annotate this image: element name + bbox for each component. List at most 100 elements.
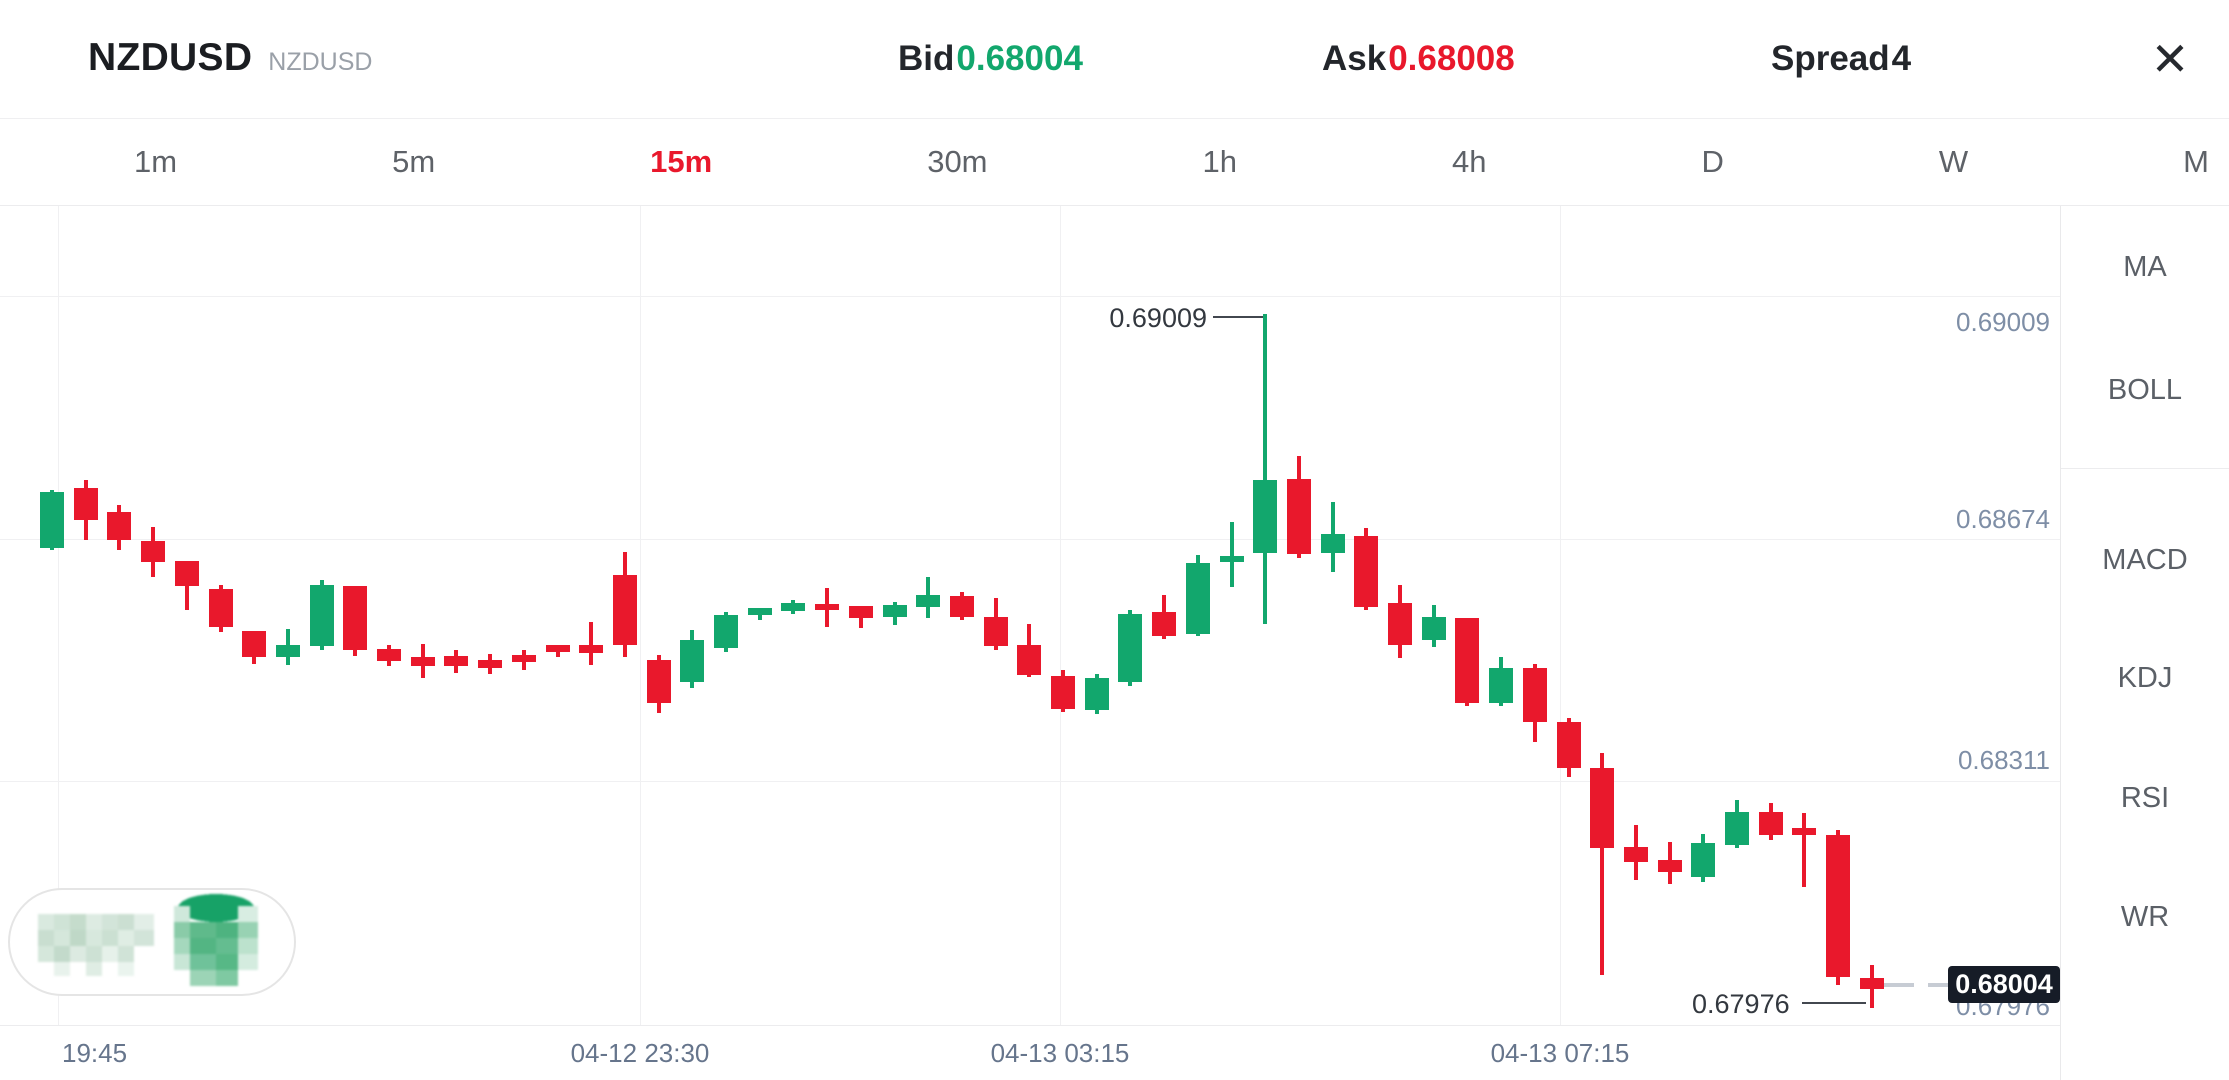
candle-body-down — [612, 575, 637, 646]
bid-label: Bid — [898, 39, 955, 78]
candle-body-down — [1556, 721, 1581, 769]
gridline-vertical — [640, 206, 641, 1025]
tab-5m[interactable]: 5m — [380, 138, 447, 186]
candle-body-up — [1253, 479, 1278, 554]
candle-body-up — [714, 614, 738, 648]
candle-body-down — [377, 649, 401, 662]
candle-body-down — [1051, 676, 1075, 709]
ask-quote: Ask 0.68008 — [1322, 0, 1515, 118]
time-axis-label: 04-12 23:30 — [570, 1038, 710, 1068]
candle-body-down — [848, 606, 873, 619]
watermark-logo — [8, 888, 296, 996]
candle-body-up — [40, 492, 64, 548]
time-axis-label: 04-13 03:15 — [990, 1038, 1130, 1068]
tab-1m[interactable]: 1m — [122, 138, 189, 186]
spread-label: Spread — [1771, 39, 1890, 78]
candle-body-up — [1421, 617, 1446, 640]
tab-M[interactable]: M — [2171, 138, 2221, 186]
high-annotation-line — [1213, 316, 1263, 318]
candle-body-down — [1590, 768, 1615, 849]
low-annotation-line — [1802, 1002, 1866, 1004]
tab-W[interactable]: W — [1927, 138, 1980, 186]
candle-body-down — [1792, 828, 1817, 835]
symbol-secondary-name: NZDUSD — [268, 48, 373, 76]
timeframe-tabs: 1m 5m 15m 30m 1h 4h D W M — [0, 119, 2229, 206]
indicator-wr[interactable]: WR — [2061, 897, 2229, 937]
close-icon[interactable]: ✕ — [2135, 0, 2205, 118]
candle-body-down — [1657, 860, 1682, 873]
low-price-annotation: 0.67976 — [1692, 989, 1790, 1019]
candle-body-up — [1219, 555, 1244, 562]
candle-body-down — [174, 561, 199, 587]
candle-body-up — [1691, 842, 1716, 878]
gridline-horizontal — [0, 296, 2060, 297]
candle-body-up — [1489, 668, 1514, 703]
sidebar-divider — [2061, 468, 2229, 469]
gridline-vertical — [1060, 206, 1061, 1025]
high-price-annotation: 0.69009 — [1109, 303, 1207, 333]
indicator-rsi[interactable]: RSI — [2061, 778, 2229, 818]
gridline-horizontal — [0, 539, 2060, 540]
bid-quote: Bid 0.68004 — [898, 0, 1083, 118]
symbol-name: NZDUSD — [88, 36, 253, 79]
candle-body-down — [1354, 536, 1379, 607]
tab-15m[interactable]: 15m — [638, 138, 724, 186]
candle-body-down — [815, 604, 840, 611]
candle-body-down — [1522, 668, 1547, 722]
indicator-sidebar: MA BOLL MACD KDJ RSI WR — [2060, 206, 2229, 1080]
current-price-line — [1884, 983, 1950, 987]
candle-body-down — [949, 596, 974, 617]
candle-body-down — [1826, 834, 1851, 978]
current-price-tag: 0.68004 — [1948, 966, 2060, 1003]
quote-header: NZDUSD NZDUSD Bid 0.68004 Ask 0.68008 Spre… — [0, 0, 2229, 119]
candle-body-down — [1758, 811, 1783, 835]
candle-body-down — [444, 655, 469, 666]
candle-body-up — [309, 584, 334, 646]
candle-body-up — [275, 645, 300, 658]
spread-value: 4 — [1891, 39, 1912, 78]
spread-info: Spread 4 — [1771, 0, 1911, 118]
candle-body-down — [511, 655, 536, 662]
candle-body-up — [1185, 563, 1210, 634]
candle-body-down — [242, 631, 267, 658]
candle-body-down — [1286, 479, 1311, 554]
candle-body-down — [141, 541, 166, 562]
tab-D[interactable]: D — [1689, 138, 1735, 186]
watermark-mosaic — [38, 894, 258, 986]
candlestick-chart[interactable]: 0.69009 0.68674 0.68311 0.67976 0.69009 0.6… — [0, 206, 2060, 1025]
candle-body-down — [545, 645, 570, 652]
ask-label: Ask — [1322, 39, 1387, 78]
bid-value: 0.68004 — [956, 39, 1083, 78]
candle-body-down — [1623, 846, 1648, 863]
candle-body-up — [1084, 678, 1109, 710]
symbol-title: NZDUSD NZDUSD — [88, 0, 372, 118]
indicator-boll[interactable]: BOLL — [2061, 370, 2229, 410]
candle-body-up — [1118, 613, 1143, 683]
candle-body-down — [343, 586, 368, 650]
candle-body-down — [646, 660, 671, 703]
gridline-vertical — [1560, 206, 1561, 1025]
time-axis: 19:45 04-12 23:30 04-13 03:15 04-13 07:15 — [0, 1025, 2060, 1080]
candle-wick — [1263, 313, 1268, 624]
time-axis-label: 19:45 — [62, 1038, 128, 1068]
gridline-vertical — [58, 206, 59, 1025]
candle-wick — [1600, 752, 1605, 976]
candle-body-down — [478, 660, 503, 669]
candle-body-up — [916, 594, 941, 607]
candle-body-down — [579, 645, 604, 654]
indicator-kdj[interactable]: KDJ — [2061, 658, 2229, 698]
tab-30m[interactable]: 30m — [915, 138, 999, 186]
candle-body-up — [680, 639, 705, 683]
tab-4h[interactable]: 4h — [1440, 138, 1498, 186]
candle-body-down — [983, 617, 1008, 646]
indicator-ma[interactable]: MA — [2061, 247, 2229, 287]
candle-body-down — [1152, 612, 1177, 636]
candle-body-up — [1320, 534, 1345, 554]
candle-wick — [1229, 522, 1234, 587]
price-axis-label: 0.68674 — [1956, 504, 2050, 534]
tab-1h[interactable]: 1h — [1191, 138, 1249, 186]
candle-body-down — [1455, 618, 1480, 703]
candle-body-down — [107, 512, 132, 540]
indicator-macd[interactable]: MACD — [2061, 540, 2229, 580]
